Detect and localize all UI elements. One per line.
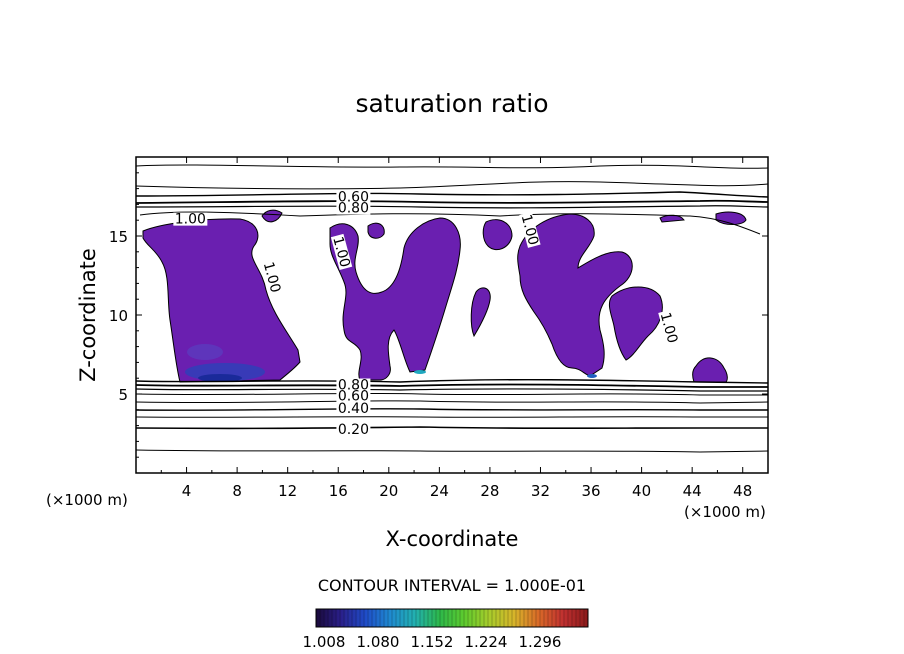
contour-label: 0.40 <box>338 401 369 417</box>
contour-top-2 <box>135 181 769 190</box>
fill-region-right <box>517 213 633 377</box>
y-tick-label: 15 <box>109 228 128 246</box>
colorbar-tick-label: 1.224 <box>465 633 508 651</box>
colorbar-tick-label: 1.008 <box>303 633 346 651</box>
colorbar-tick-label: 1.080 <box>357 633 400 651</box>
contour-lines <box>135 164 769 453</box>
fill-region-right-b <box>608 286 663 361</box>
x-axis-ticks: 4 8 12 16 20 24 28 32 36 40 44 48 <box>160 157 752 500</box>
x-tick-label: 20 <box>379 482 398 500</box>
contour-label-bg <box>519 211 541 248</box>
contour-label: 0.60 <box>338 190 369 206</box>
contour-low-1 <box>135 378 769 384</box>
x-axis-label: X-coordinate <box>386 527 519 551</box>
contour-label-bg <box>658 309 680 346</box>
contour-label: 0.80 <box>338 201 369 217</box>
contour-low-4 <box>135 392 768 396</box>
contour-label-bg <box>336 389 371 403</box>
patch-blue-3 <box>187 344 223 360</box>
contour-label: 0.80 <box>338 378 369 394</box>
fill-region-left-b <box>261 209 283 223</box>
contour-low-3 <box>135 388 768 392</box>
contour-upper-edge <box>139 211 761 235</box>
x-tick-label: 16 <box>329 482 348 500</box>
contour-top-1 <box>135 164 769 169</box>
colorbar-stripes <box>315 609 589 627</box>
fill-region-mid-1 <box>329 217 461 381</box>
x-tick-label: 32 <box>531 482 550 500</box>
z-unit-label: (×1000 m) <box>46 491 128 509</box>
contour-top-3 <box>135 191 769 198</box>
contour-low-6 <box>135 408 768 411</box>
x-unit-label: (×1000 m) <box>684 503 766 521</box>
y-tick-label: 5 <box>118 386 128 404</box>
contour-label: 0.60 <box>338 389 369 405</box>
contour-label: 0.20 <box>338 422 369 438</box>
y-axis-ticks: 5 10 15 <box>109 172 768 458</box>
patch-cyan-1 <box>414 370 426 374</box>
x-tick-label: 8 <box>232 482 242 500</box>
x-tick-label: 48 <box>733 482 752 500</box>
high-ratio-patches <box>185 344 597 382</box>
patch-blue-2 <box>198 374 242 382</box>
contour-top-5 <box>135 205 769 209</box>
fill-region-right-c <box>692 357 728 383</box>
contour-labels: 0.600.801.001.001.001.001.000.800.600.40… <box>173 190 680 438</box>
colorbar-tick-labels: 1.008 1.080 1.152 1.224 1.296 <box>303 633 562 651</box>
contour-low-5 <box>135 400 769 404</box>
contour-low-7 <box>135 416 768 418</box>
contour-label-bg <box>336 201 371 215</box>
fill-region-mid-3 <box>482 219 513 251</box>
contour-label: 1.00 <box>175 212 206 228</box>
contour-label-bg <box>336 378 371 392</box>
contour-label-bg <box>173 212 208 226</box>
supersaturation-fill <box>142 209 747 383</box>
colorbar-tick-label: 1.152 <box>411 633 454 651</box>
fill-region-mid-4 <box>470 287 491 338</box>
contour-label-bg <box>336 402 371 416</box>
x-tick-label: 12 <box>278 482 297 500</box>
fill-region-mid-2 <box>367 222 385 239</box>
contour-low-9 <box>135 449 769 453</box>
patch-cyan-2 <box>587 374 597 378</box>
x-tick-label: 40 <box>632 482 651 500</box>
contour-label-bg <box>330 233 353 271</box>
fill-region-left <box>142 218 301 383</box>
contour-label: 1.00 <box>329 235 353 269</box>
contour-low-8 <box>135 426 768 430</box>
contour-top-4 <box>135 199 769 204</box>
x-tick-label: 4 <box>182 482 192 500</box>
colorbar: 1.008 1.080 1.152 1.224 1.296 <box>303 608 589 651</box>
x-tick-label: 24 <box>430 482 449 500</box>
contour-low-2 <box>135 383 768 388</box>
plot-area: 0.600.801.001.001.001.001.000.800.600.40… <box>109 156 769 500</box>
y-axis-label: Z-coordinate <box>76 248 100 382</box>
y-tick-label: 10 <box>109 307 128 325</box>
contour-label: 1.00 <box>657 311 681 345</box>
colorbar-tick-label: 1.296 <box>519 633 562 651</box>
contour-label-bg <box>336 190 371 204</box>
contour-label: 1.00 <box>518 213 542 247</box>
contour-label-bg <box>336 422 371 436</box>
contour-label: 1.00 <box>260 260 284 294</box>
chart-title: saturation ratio <box>355 89 548 118</box>
x-tick-label: 44 <box>683 482 702 500</box>
contour-label-bg <box>261 259 283 296</box>
x-tick-label: 28 <box>480 482 499 500</box>
contour-interval-note: CONTOUR INTERVAL = 1.000E-01 <box>318 576 586 595</box>
x-tick-label: 36 <box>581 482 600 500</box>
colorbar-gradient <box>315 608 589 628</box>
